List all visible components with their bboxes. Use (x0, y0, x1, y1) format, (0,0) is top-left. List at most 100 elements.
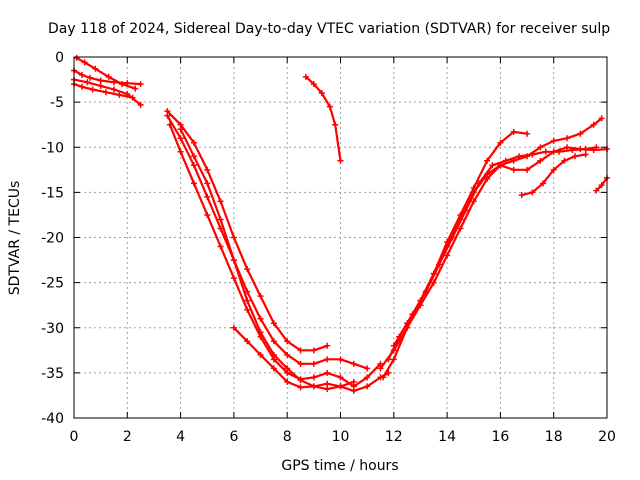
data-point (524, 166, 531, 173)
data-point (204, 211, 211, 218)
data-point (537, 144, 544, 151)
data-point (177, 148, 184, 155)
data-point (190, 180, 197, 187)
data-point (390, 356, 397, 363)
x-tick-label: 8 (283, 429, 292, 445)
data-point (310, 347, 317, 354)
series-arc-fall-3 (166, 121, 384, 390)
data-point (257, 329, 264, 336)
data-point (230, 234, 237, 241)
data-point (332, 121, 339, 128)
data-point (297, 360, 304, 367)
data-point (137, 101, 144, 108)
x-tick-label: 12 (385, 429, 403, 445)
data-point (310, 374, 317, 381)
y-tick-label: -30 (41, 321, 64, 337)
data-point (310, 360, 317, 367)
series-line (168, 123, 382, 388)
data-point (132, 85, 139, 92)
data-point (284, 365, 291, 372)
y-tick-label: -5 (50, 95, 64, 111)
data-point (124, 91, 131, 98)
y-tick-label: -15 (41, 185, 64, 201)
data-point (337, 356, 344, 363)
x-tick-label: 20 (598, 429, 616, 445)
data-point (324, 342, 331, 349)
data-point (137, 81, 144, 88)
data-point (337, 157, 344, 164)
data-point (550, 137, 557, 144)
series-line (166, 110, 329, 352)
series-arc-rise-4 (380, 115, 605, 381)
x-axis-title: GPS time / hours (281, 458, 398, 474)
data-point (457, 225, 464, 232)
data-point (590, 121, 597, 128)
data-point (564, 135, 571, 142)
x-tick-labels: 0 2 4 6 8 10 12 14 16 18 20 (70, 429, 616, 445)
data-point (284, 378, 291, 385)
data-point (430, 270, 437, 277)
data-point (230, 324, 237, 331)
data-point (166, 121, 173, 128)
data-point (310, 81, 317, 88)
data-point (364, 374, 371, 381)
data-point (270, 351, 277, 358)
axis-ticks (73, 56, 608, 419)
data-point (324, 369, 331, 376)
data-point (102, 89, 109, 96)
y-tick-label: -25 (41, 276, 64, 292)
data-point (324, 380, 331, 387)
data-point (270, 320, 277, 327)
data-point (582, 151, 589, 158)
data-point (297, 347, 304, 354)
data-point (230, 257, 237, 264)
data-point (510, 157, 517, 164)
series-arc-fall-4 (177, 126, 357, 393)
data-point (497, 139, 504, 146)
series-arc-late-1 (518, 151, 589, 199)
data-point (524, 153, 531, 160)
series-line (304, 75, 342, 162)
data-point (110, 86, 117, 93)
series-line (520, 153, 587, 197)
data-point (204, 180, 211, 187)
data-point (542, 148, 549, 155)
data-point (204, 193, 211, 200)
data-point (510, 128, 517, 135)
data-point (244, 266, 251, 273)
data-point (390, 342, 397, 349)
data-point (257, 293, 264, 300)
x-tick-label: 16 (491, 429, 509, 445)
data-point (318, 90, 325, 97)
data-point (257, 315, 264, 322)
data-point (177, 126, 184, 133)
data-point (297, 377, 304, 384)
data-point (364, 365, 371, 372)
data-point (350, 360, 357, 367)
data-point (81, 59, 88, 66)
data-point (244, 297, 251, 304)
data-point (430, 279, 437, 286)
data-point (204, 166, 211, 173)
data-point (537, 157, 544, 164)
data-point (230, 275, 237, 282)
data-point (116, 91, 123, 98)
data-point (324, 386, 331, 393)
series-line (166, 114, 369, 370)
series-line (232, 326, 390, 392)
x-tick-label: 0 (70, 429, 79, 445)
data-point (84, 79, 91, 86)
y-tick-label: 0 (55, 50, 64, 66)
data-point (470, 189, 477, 196)
data-point (97, 82, 104, 89)
series-arc-separate (302, 73, 344, 164)
data-point (380, 374, 387, 381)
y-tick-label: -40 (41, 411, 64, 427)
data-point (550, 148, 557, 155)
data-point (593, 187, 600, 194)
data-point (577, 130, 584, 137)
data-point (540, 180, 547, 187)
data-point (86, 74, 93, 81)
data-point (190, 153, 197, 160)
